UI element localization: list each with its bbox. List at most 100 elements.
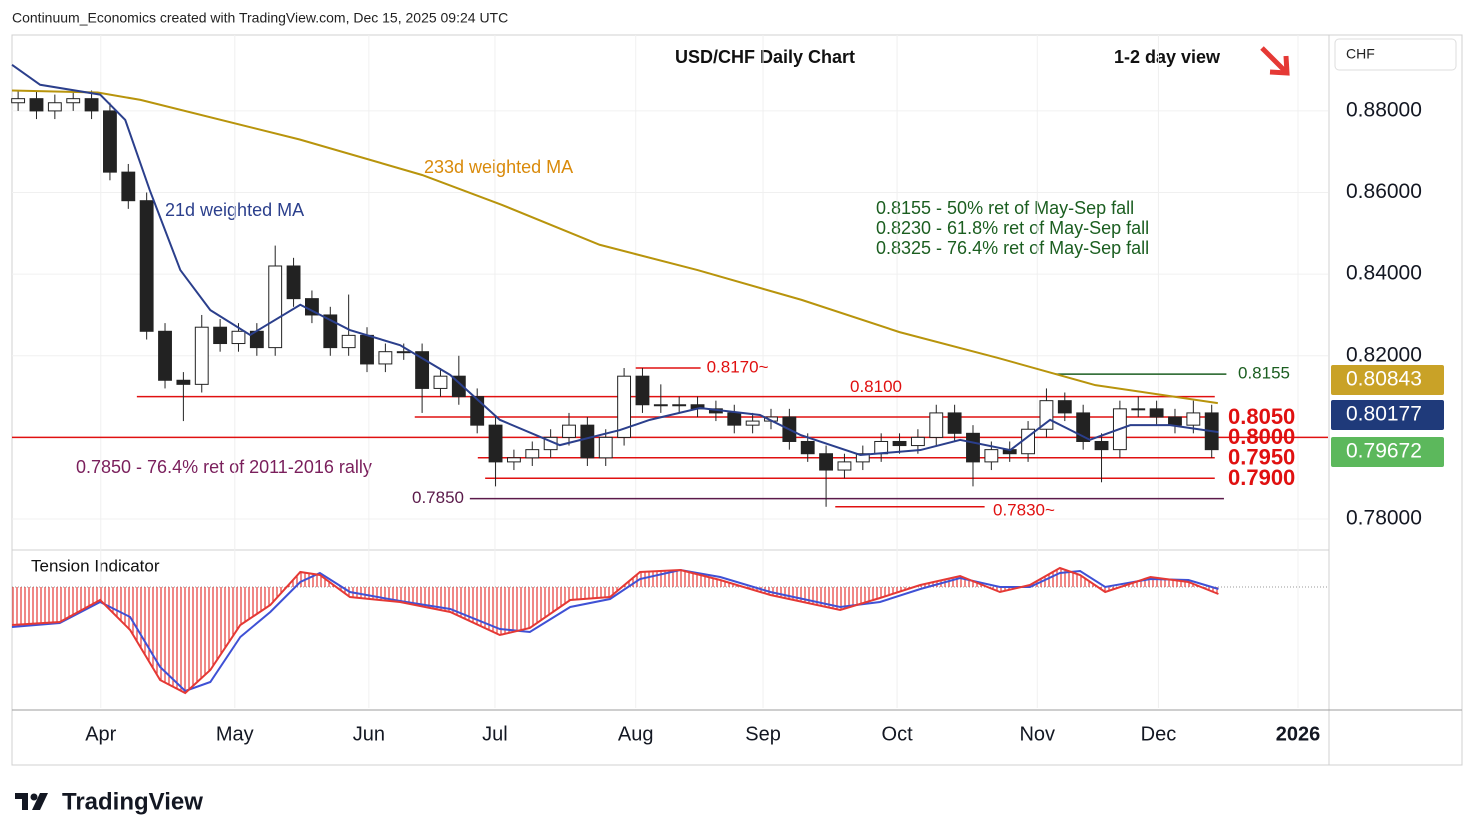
candle-body xyxy=(341,334,356,349)
candle-body xyxy=(451,375,466,398)
candle-body xyxy=(396,351,411,354)
candle-body xyxy=(727,412,742,426)
candle-body xyxy=(121,171,136,202)
candle-body xyxy=(213,326,228,345)
candle-body xyxy=(837,461,852,471)
x-tick-label: Oct xyxy=(882,723,914,745)
indicator-line xyxy=(11,566,1219,695)
ma-label: 233d weighted MA xyxy=(424,157,573,177)
candle-body xyxy=(84,98,99,112)
candle-body xyxy=(488,424,503,463)
annotation: 0.8325 - 76.4% ret of May-Sep fall xyxy=(876,238,1149,258)
price-tag xyxy=(1331,437,1444,467)
candle-body xyxy=(1094,440,1109,451)
candle-body xyxy=(653,404,668,407)
currency: CHF xyxy=(1346,46,1375,62)
y-tick-label: 0.86000 xyxy=(1346,180,1422,203)
level-label: 0.8100 xyxy=(850,377,902,396)
x-tick-label: Dec xyxy=(1141,723,1177,745)
currency-box xyxy=(1334,38,1457,71)
y-tick-label: 0.84000 xyxy=(1346,262,1422,285)
x-tick-label: Jul xyxy=(482,723,508,745)
candle-body xyxy=(1186,412,1201,426)
level-label: 0.8000 xyxy=(1228,424,1295,449)
candle-body xyxy=(433,375,448,389)
candle-body xyxy=(47,102,62,112)
x-tick-label: Jun xyxy=(353,723,385,745)
y-tick-label: 0.78000 xyxy=(1346,507,1422,530)
candle-body xyxy=(360,334,374,365)
candle-body xyxy=(855,453,870,463)
y-tick-label: 0.82000 xyxy=(1346,343,1422,366)
candle-body xyxy=(139,200,154,332)
brand-logo xyxy=(15,793,48,810)
candle-body xyxy=(580,424,595,459)
price-tag-label: 0.79672 xyxy=(1346,440,1422,463)
annotation: 0.8230 - 61.8% ret of May-Sep fall xyxy=(876,218,1149,238)
candle-body xyxy=(1057,400,1072,414)
chart-title: USD/CHF Daily Chart xyxy=(675,47,855,67)
candle-body xyxy=(103,110,117,173)
candle-body xyxy=(231,330,246,345)
candle-body xyxy=(11,98,26,104)
candle-body xyxy=(158,330,172,381)
candle-body xyxy=(176,379,191,385)
candle-body xyxy=(1039,400,1054,430)
x-tick-label: May xyxy=(216,723,254,745)
candle-body xyxy=(635,375,650,406)
frame xyxy=(11,34,1463,766)
indicator-title: Tension Indicator xyxy=(31,556,160,575)
level-label: 0.8170~ xyxy=(707,358,769,377)
x-tick-label: Nov xyxy=(1019,723,1055,745)
candle-body xyxy=(598,436,613,459)
candle-body xyxy=(672,404,687,407)
candle-body xyxy=(800,440,815,455)
candle-body xyxy=(745,420,760,426)
candle-body xyxy=(617,375,632,438)
candle-body xyxy=(947,412,962,434)
candle-body xyxy=(66,98,81,104)
candle-body xyxy=(378,351,393,365)
level-label: 0.7850 xyxy=(412,488,464,507)
price-tag xyxy=(1331,365,1444,395)
ma-line xyxy=(11,89,1218,405)
annotation: 0.7850 - 76.4% ret of 2011-2016 rally xyxy=(76,457,372,477)
level-label: 0.7950 xyxy=(1228,445,1295,470)
x-tick-label: 2026 xyxy=(1276,723,1321,745)
candle-body xyxy=(525,449,540,459)
candle-body xyxy=(1131,408,1146,411)
candle-body xyxy=(268,265,283,349)
down-arrow xyxy=(1260,46,1290,76)
candle-body xyxy=(1149,408,1164,418)
y-tick-label: 0.88000 xyxy=(1346,98,1422,121)
x-tick-label: Apr xyxy=(85,723,116,745)
candle-body xyxy=(323,314,338,349)
level-label: 0.7900 xyxy=(1228,465,1295,490)
candle-body xyxy=(910,436,925,447)
price-tag-label: 0.80843 xyxy=(1346,368,1422,391)
indicator-line xyxy=(11,568,1219,693)
x-tick-label: Aug xyxy=(618,723,654,745)
price-tag xyxy=(1331,400,1444,430)
header: Continuum_Economics created with Trading… xyxy=(12,10,508,26)
candle-body xyxy=(194,326,209,385)
candle-body xyxy=(286,265,301,300)
level-label: 0.8155 xyxy=(1238,364,1290,383)
candle-body xyxy=(819,453,834,471)
x-tick-label: Sep xyxy=(745,723,781,745)
candle-body xyxy=(506,457,521,463)
candle-body xyxy=(470,396,485,426)
candle-body xyxy=(892,440,907,447)
candle-body xyxy=(929,412,944,438)
chart-subtitle: 1-2 day view xyxy=(1114,47,1221,67)
brand: TradingView xyxy=(62,788,203,815)
candle-body xyxy=(562,424,576,438)
level-label: 0.7830~ xyxy=(993,500,1055,519)
candle-body xyxy=(29,98,44,112)
price-tag-label: 0.80177 xyxy=(1346,403,1422,426)
candle-body xyxy=(984,449,999,463)
annotation: 0.8155 - 50% ret of May-Sep fall xyxy=(876,198,1134,218)
ma-line xyxy=(11,63,1219,456)
